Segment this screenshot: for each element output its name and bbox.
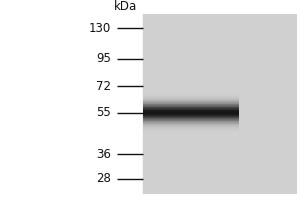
Bar <box>6 0 143 194</box>
Bar <box>143 0 297 194</box>
Text: kDa: kDa <box>114 0 137 13</box>
Text: 72: 72 <box>96 80 111 93</box>
Text: 55: 55 <box>96 106 111 119</box>
Text: 130: 130 <box>88 22 111 35</box>
Text: 28: 28 <box>96 172 111 185</box>
Text: 95: 95 <box>96 52 111 65</box>
Text: 36: 36 <box>96 148 111 161</box>
